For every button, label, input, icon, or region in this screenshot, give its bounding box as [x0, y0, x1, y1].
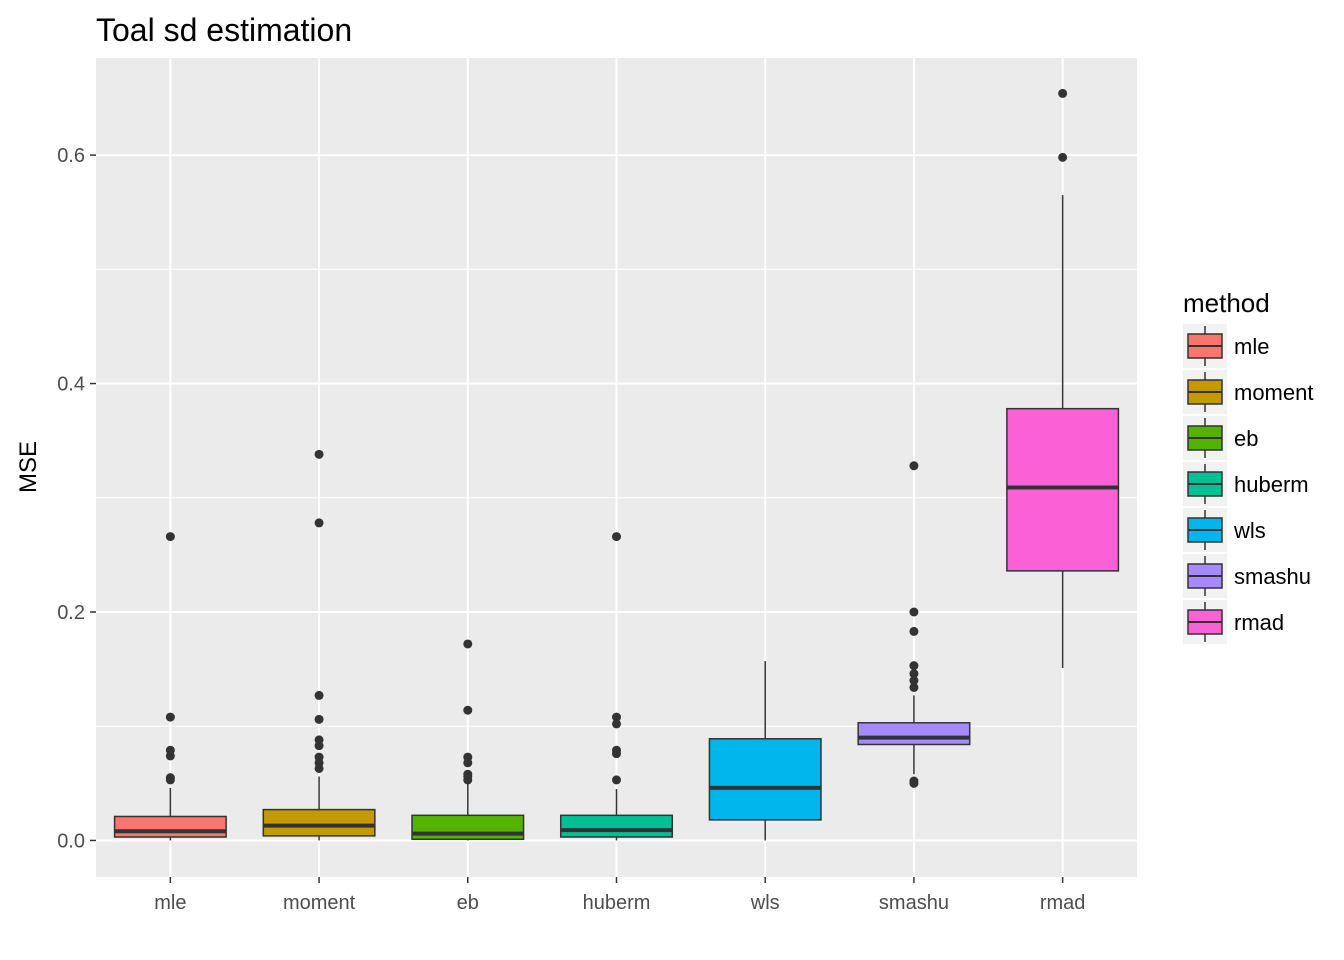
outlier-point — [909, 682, 919, 692]
legend-item-rmad: rmad — [1183, 600, 1284, 644]
legend-item-mle: mle — [1183, 324, 1269, 368]
outlier-point — [463, 752, 473, 762]
outlier-point — [909, 607, 919, 617]
x-axis: mle moment eb huberm wls smashu rmad — [154, 877, 1085, 914]
legend-label: rmad — [1234, 610, 1284, 635]
box-body — [559, 814, 674, 838]
y-axis: 0.0 0.2 0.4 0.6 — [57, 145, 96, 852]
box-eb — [411, 639, 525, 841]
legend-label: eb — [1234, 426, 1258, 451]
box-body — [262, 808, 376, 837]
x-tick-label: rmad — [1040, 892, 1086, 914]
outlier-point — [612, 719, 621, 729]
legend-label: wls — [1233, 518, 1266, 543]
outlier-point — [909, 676, 919, 686]
outlier-point — [612, 775, 621, 785]
legend-label: smashu — [1234, 564, 1311, 589]
box-moment — [262, 449, 376, 841]
legend-label: mle — [1234, 334, 1269, 359]
legend-item-huberm: huberm — [1183, 462, 1309, 506]
legend-item-moment: moment — [1183, 370, 1313, 414]
outlier-point — [909, 776, 919, 786]
box-rmad — [1006, 88, 1120, 668]
legend-title: method — [1183, 288, 1270, 318]
y-tick-label: 0.0 — [57, 830, 85, 852]
outlier-point — [314, 752, 324, 762]
outlier-point — [314, 714, 324, 724]
outlier-point — [165, 773, 175, 783]
x-tick-label: huberm — [583, 892, 651, 914]
x-tick-label: mle — [154, 892, 186, 914]
outlier-point — [463, 705, 473, 715]
outlier-point — [314, 735, 324, 745]
chart-title: Toal sd estimation — [96, 12, 352, 48]
outlier-point — [1058, 88, 1068, 98]
outlier-point — [909, 669, 919, 679]
x-tick-label: wls — [750, 892, 780, 914]
x-tick-label: moment — [283, 892, 356, 914]
y-tick-label: 0.6 — [57, 145, 85, 167]
box-series — [113, 88, 1120, 841]
box-body — [411, 814, 525, 841]
outlier-point — [1058, 152, 1068, 162]
outlier-point — [165, 712, 175, 722]
outlier-point — [463, 769, 473, 779]
legend-item-eb: eb — [1183, 416, 1258, 460]
y-tick-label: 0.4 — [57, 374, 85, 396]
legend-label: huberm — [1234, 472, 1309, 497]
y-axis-label: MSE — [15, 441, 42, 493]
box-smashu — [857, 461, 971, 788]
outlier-point — [314, 449, 324, 459]
outlier-point — [463, 639, 473, 649]
outlier-point — [909, 661, 919, 671]
outlier-point — [612, 745, 621, 755]
legend: method mle moment eb huberm wls smashu rmad — [1183, 288, 1313, 644]
box-body — [113, 815, 227, 838]
box-huberm — [559, 532, 674, 841]
box-body — [1006, 407, 1120, 572]
legend-label: moment — [1234, 380, 1313, 405]
y-tick-label: 0.2 — [57, 602, 85, 624]
legend-item-wls: wls — [1183, 508, 1266, 552]
legend-item-smashu: smashu — [1183, 554, 1311, 598]
outlier-point — [165, 745, 175, 755]
outlier-point — [612, 532, 621, 542]
outlier-point — [909, 461, 919, 471]
x-tick-label: smashu — [879, 892, 949, 914]
outlier-point — [612, 712, 621, 722]
outlier-point — [314, 690, 324, 700]
outlier-point — [909, 626, 919, 636]
box-body — [857, 722, 971, 746]
outlier-point — [314, 518, 324, 528]
x-tick-label: eb — [457, 892, 479, 914]
box-wls — [708, 661, 822, 841]
box-body — [708, 738, 822, 821]
box-mle — [113, 532, 227, 841]
outlier-point — [165, 532, 175, 542]
